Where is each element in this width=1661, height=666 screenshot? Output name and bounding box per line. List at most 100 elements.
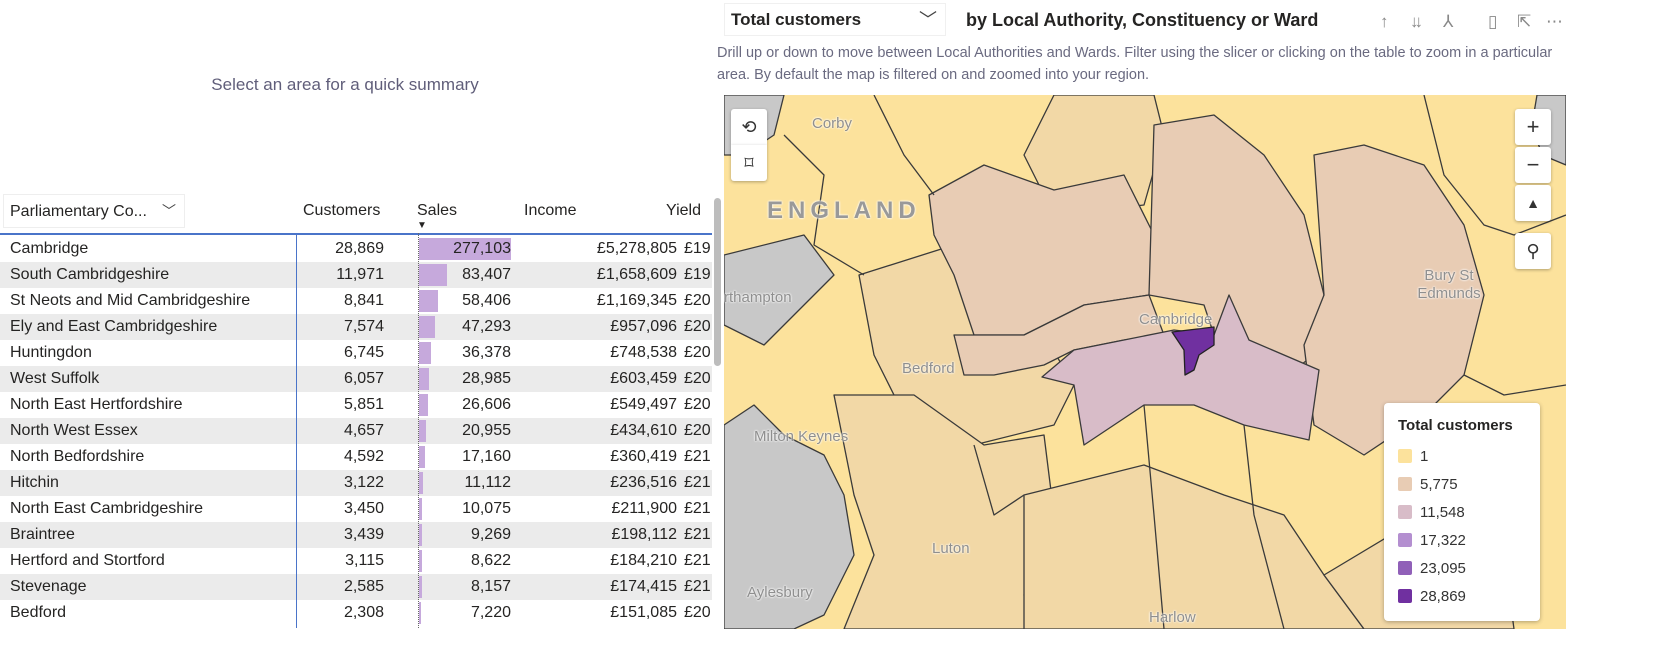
boundary-line [783,134,865,276]
choropleth-map[interactable]: ⟲ ⌑ + − ▲ ⚲ Corby ENGLAND rthampton Bedf… [724,95,1566,629]
column-header-yield[interactable]: Yield [666,202,701,219]
income-value: £236,516 [610,474,677,491]
table-row[interactable]: North Bedfordshire 4,592 17,160 £360,419… [0,444,712,470]
search-map-icon[interactable]: ⚲ [1515,233,1551,269]
place-label: Corby [812,115,853,132]
region-grey [724,234,835,346]
yield-value: £20 [684,422,711,439]
sales-value: 9,269 [470,526,511,543]
customers-value: 3,439 [343,526,384,543]
sales-data-bar [419,368,429,390]
sales-data-bar [419,602,421,624]
sales-data-bar [419,316,435,338]
drill-down-hierarchy-icon[interactable]: ⅄ [1443,12,1454,31]
yield-value: £21 [684,500,711,517]
legend-item: 5,775 [1398,470,1526,498]
customers-value: 2,585 [343,578,384,595]
table-scrollbar[interactable] [714,198,721,366]
copy-icon[interactable]: ▯ [1488,12,1498,31]
reset-view-icon[interactable]: ⟲ [731,109,767,145]
focus-mode-icon[interactable]: ⇱ [1517,12,1532,31]
expand-all-down-icon[interactable]: ↓↓ [1410,12,1423,31]
chevron-down-icon: ﹀ [919,10,937,30]
constituency-level-dropdown[interactable]: Parliamentary Co... ﹀ [3,194,185,228]
sales-data-bar [419,290,438,312]
income-value: £360,419 [610,448,677,465]
country-label: ENGLAND [767,197,921,224]
selection-tool-icon[interactable]: ⌑ [731,145,767,181]
sales-data-bar [419,498,422,520]
constituency-name: Huntingdon [10,344,92,361]
legend-label: 11,548 [1420,503,1465,521]
sales-data-bar [419,550,422,572]
table-row[interactable]: Hitchin 3,122 11,112 £236,516 £21 [0,470,712,496]
table-row[interactable]: Cambridge 28,869 277,103 £5,278,805 £19 [0,236,712,262]
table-row[interactable]: Hertford and Stortford 3,115 8,622 £184,… [0,548,712,574]
legend-label: 1 [1420,447,1429,465]
customers-value: 2,308 [343,604,384,621]
table-row[interactable]: Stevenage 2,585 8,157 £174,415 £21 [0,574,712,600]
sales-value: 8,157 [470,578,511,595]
customers-value: 3,115 [345,552,384,569]
table-row[interactable]: North East Hertfordshire 5,851 26,606 £5… [0,392,712,418]
sort-descending-icon: ▼ [417,220,427,231]
boundary-line [1143,404,1165,629]
place-label: Milton Keynes [754,428,849,445]
compass-icon[interactable]: ▲ [1515,185,1551,221]
summary-placeholder: Select an area for a quick summary [211,75,479,94]
legend-swatch [1398,449,1412,463]
legend-swatch [1398,561,1412,575]
customers-value: 3,122 [343,474,384,491]
constituency-name: Hitchin [10,474,59,491]
more-options-icon[interactable]: ⋯ [1546,12,1563,31]
income-value: £174,415 [610,578,677,595]
place-label: Bury St Edmunds [1417,267,1481,302]
table-row[interactable]: South Cambridgeshire 11,971 83,407 £1,65… [0,262,712,288]
income-value: £211,900 [611,500,677,517]
table-row[interactable]: North East Cambridgeshire 3,450 10,075 £… [0,496,712,522]
constituency-name: North East Hertfordshire [10,396,183,413]
sales-value: 11,112 [464,474,511,491]
sales-value: 36,378 [462,344,511,361]
region-south-cambs [1041,294,1320,446]
sales-data-bar [419,420,426,442]
column-header-customers[interactable]: Customers [303,202,381,219]
sales-data-bar [419,472,423,494]
place-label: Cambridge [1139,311,1213,328]
table-row[interactable]: Ely and East Cambridgeshire 7,574 47,293… [0,314,712,340]
constituency-name: West Suffolk [10,370,100,387]
legend-swatch [1398,477,1412,491]
legend-label: 28,869 [1420,587,1466,605]
column-header-income[interactable]: Income [524,202,577,219]
table-row[interactable]: Huntingdon 6,745 36,378 £748,538 £20 [0,340,712,366]
income-value: £957,096 [610,318,677,335]
sales-value: 28,985 [462,370,511,387]
drill-up-icon[interactable]: ↑ [1380,12,1389,31]
legend-item: 23,095 [1398,554,1526,582]
constituency-name: Braintree [10,526,75,543]
zoom-in-button[interactable]: + [1515,109,1551,145]
table-row[interactable]: West Suffolk 6,057 28,985 £603,459 £20 [0,366,712,392]
sales-data-bar [419,264,447,286]
legend-item: 1 [1398,442,1526,470]
income-value: £184,210 [610,552,677,569]
table-row[interactable]: Braintree 3,439 9,269 £198,112 £21 [0,522,712,548]
yield-value: £21 [684,552,711,569]
table-row[interactable]: Bedford 2,308 7,220 £151,085 £20 [0,600,712,626]
table-row[interactable]: North West Essex 4,657 20,955 £434,610 £… [0,418,712,444]
yield-value: £20 [684,318,711,335]
sales-value: 83,407 [462,266,511,283]
legend-item: 11,548 [1398,498,1526,526]
region-grey [724,404,855,629]
yield-value: £20 [684,370,711,387]
measure-dropdown[interactable]: Total customers ﹀ [724,3,946,36]
table-row[interactable]: St Neots and Mid Cambridgeshire 8,841 58… [0,288,712,314]
customers-value: 3,450 [343,500,384,517]
income-value: £5,278,805 [596,240,677,257]
customers-value: 28,869 [335,240,384,257]
customers-value: 8,841 [343,292,384,309]
place-label: Harlow [1149,609,1196,626]
customers-value: 4,657 [343,422,384,439]
column-header-sales[interactable]: Sales [417,202,458,219]
zoom-out-button[interactable]: − [1515,147,1551,183]
